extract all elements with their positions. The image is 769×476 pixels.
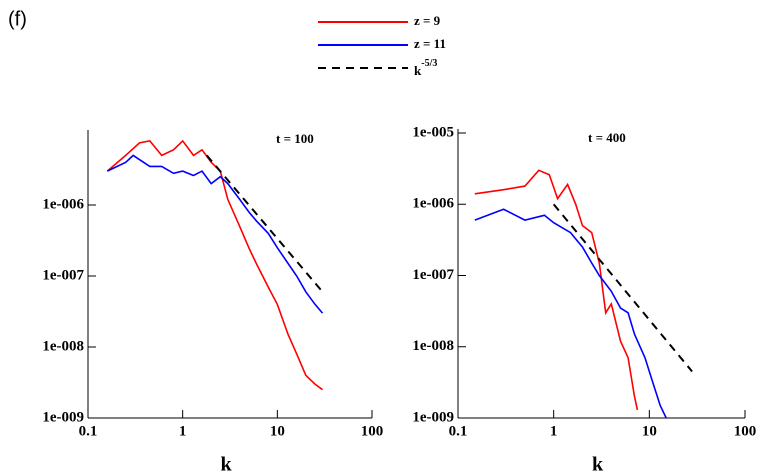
y-tick-label: 1e-009 (42, 409, 84, 425)
x-tick-label: 0.1 (449, 423, 468, 439)
y-tick-label: 1e-009 (412, 409, 454, 425)
y-tick-label: 1e-006 (412, 196, 454, 212)
y-tick-label: 1e-006 (42, 196, 84, 212)
series-line (206, 154, 324, 293)
series-line (474, 169, 639, 411)
x-axis-label: k (592, 454, 604, 476)
panel-label: (f) (8, 8, 27, 30)
x-tick-label: 0.1 (79, 423, 98, 439)
series-line (106, 139, 323, 391)
annotation: t = 400 (588, 130, 626, 145)
x-tick-label: 10 (642, 423, 657, 439)
x-tick-label: 100 (734, 423, 757, 439)
legend-name: k (414, 63, 422, 78)
x-axis-label: k (220, 454, 232, 476)
legend-name: z = 9 (414, 13, 441, 28)
series-line (474, 208, 667, 419)
series-line (106, 154, 324, 314)
annotation: t = 100 (276, 131, 314, 146)
legend-label: z = 11 (414, 36, 446, 51)
y-tick-label: 1e-007 (412, 267, 454, 283)
y-tick-label: 1e-008 (42, 338, 84, 354)
legend-superscript: -5/3 (421, 58, 437, 69)
legend-label: k-5/3 (414, 58, 437, 78)
y-tick-label: 1e-005 (412, 124, 454, 140)
x-tick-label: 1 (179, 423, 187, 439)
legend-label: z = 9 (414, 13, 441, 28)
legend-name: z = 11 (414, 36, 446, 51)
x-tick-label: 100 (361, 423, 384, 439)
y-tick-label: 1e-008 (412, 338, 454, 354)
x-tick-label: 1 (550, 423, 558, 439)
x-tick-label: 10 (270, 423, 285, 439)
y-tick-label: 1e-007 (42, 267, 84, 283)
